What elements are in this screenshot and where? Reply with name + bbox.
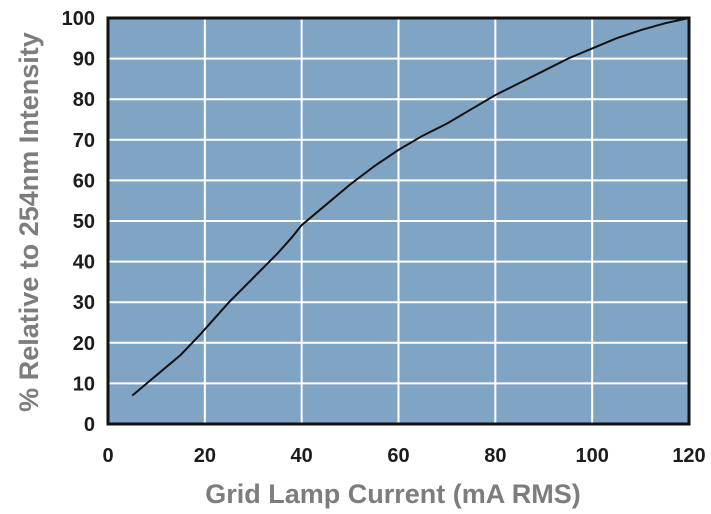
x-tick-labels: 0 20 40 60 80 100 120 <box>102 445 705 467</box>
y-tick-label: 20 <box>73 333 95 355</box>
x-tick-label: 60 <box>387 445 409 467</box>
y-tick-labels: 0 10 20 30 40 50 60 70 80 90 100 <box>62 8 95 436</box>
y-tick-label: 10 <box>73 373 95 395</box>
x-tick-label: 40 <box>291 445 313 467</box>
grid-lines <box>108 18 689 424</box>
x-tick-label: 80 <box>484 445 506 467</box>
series-line <box>131 17 690 397</box>
plot-frame <box>106 16 691 426</box>
x-tick-label: 100 <box>575 445 608 467</box>
y-tick-label: 70 <box>73 130 95 152</box>
x-tick-label: 20 <box>194 445 216 467</box>
y-tick-label: 80 <box>73 89 95 111</box>
y-tick-label: 40 <box>73 252 95 274</box>
y-tick-label: 0 <box>84 414 95 436</box>
x-tick-label: 120 <box>672 445 705 467</box>
y-tick-label: 60 <box>73 170 95 192</box>
y-tick-label: 30 <box>73 292 95 314</box>
y-tick-label: 50 <box>73 211 95 233</box>
x-tick-label: 0 <box>102 445 113 467</box>
y-tick-label: 100 <box>62 8 95 30</box>
y-axis-title: % Relative to 254nm Intensity <box>14 32 44 412</box>
x-axis-title: Grid Lamp Current (mA RMS) <box>205 479 581 509</box>
y-tick-label: 90 <box>73 49 95 71</box>
